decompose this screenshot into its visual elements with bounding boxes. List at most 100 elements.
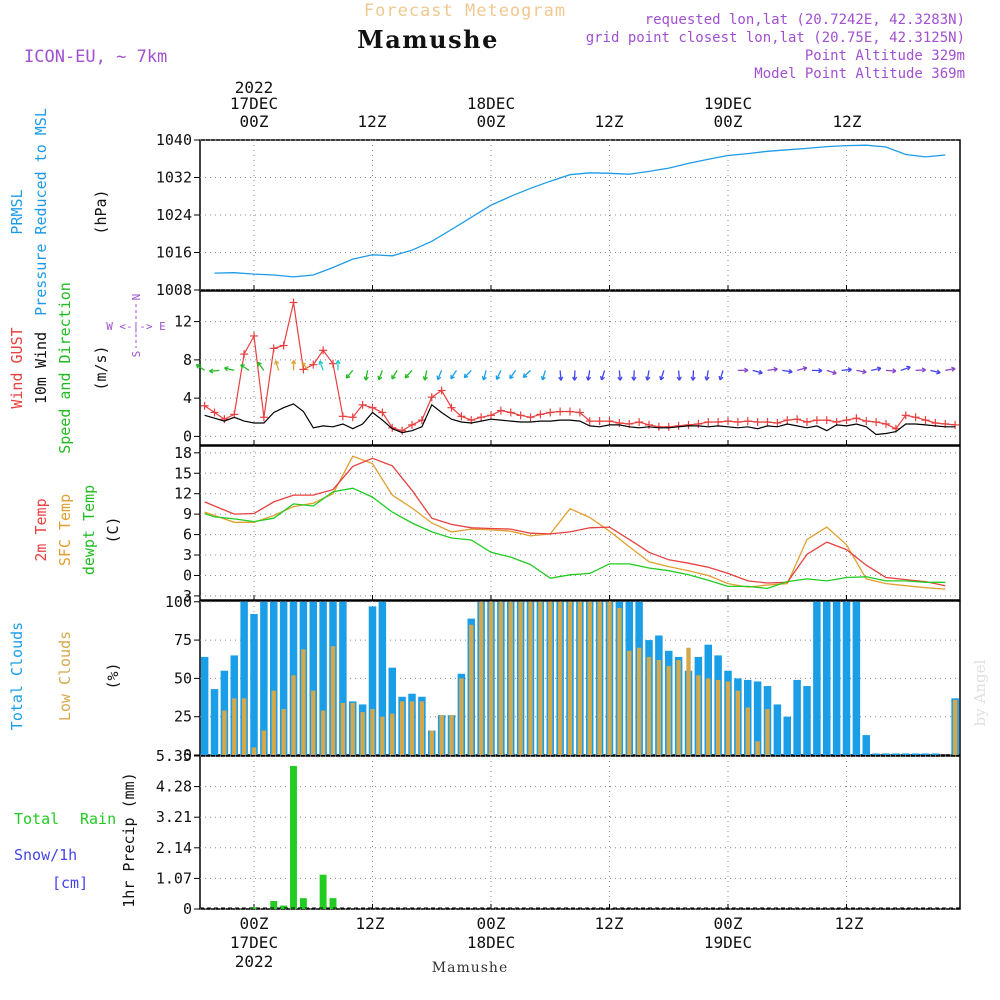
- wind-arrow-icon: [811, 367, 823, 374]
- wind-panel: 12 8 4 0: [174, 290, 961, 446]
- wind-arrow-icon: [318, 360, 324, 371]
- gust-point: [812, 416, 821, 425]
- wind-arrow-icon: [599, 370, 606, 381]
- bottom-hour-4: 12Z: [595, 914, 624, 933]
- wind-arrow-icon: [796, 366, 808, 372]
- gust-point: [289, 298, 298, 307]
- pressure-ytick-label: 1016: [156, 244, 192, 262]
- temp-frame: [199, 445, 961, 601]
- top-date-2: 18DEC: [467, 94, 515, 113]
- total-cloud-bar: [803, 686, 811, 755]
- rain-bar: [319, 874, 327, 909]
- gust-point: [743, 417, 752, 426]
- gust-label: Wind GUST: [8, 327, 26, 408]
- model-altitude: Model Point Altitude 369m: [754, 66, 965, 82]
- low-cloud-bar: [538, 601, 543, 755]
- wind-compass: N W <-|-> E S: [106, 294, 166, 358]
- bottom-hour-3: 00Z: [477, 914, 506, 933]
- gust-point: [546, 408, 555, 417]
- pressure-ytick-label: 1032: [156, 169, 192, 187]
- sfc-temp-line: [204, 455, 946, 590]
- wind-ytick-label: 4: [183, 389, 192, 407]
- bottom-date-3: 19DEC: [704, 933, 752, 952]
- prmsl-sub-label: Pressure Reduced to MSL: [32, 108, 50, 316]
- wind-frame: [199, 290, 961, 446]
- low-cloud-bar: [646, 656, 652, 755]
- plot-area: 10401032102410161008128401815129630-3100…: [156, 131, 961, 918]
- gust-point: [911, 413, 920, 422]
- gust-point: [575, 408, 584, 417]
- low-cloud-bar: [755, 741, 760, 755]
- low-cloud-bar: [587, 601, 592, 755]
- temp-ytick-label: 15: [174, 464, 192, 482]
- model-name: ICON-EU, ~ 7km: [24, 47, 167, 67]
- rain-bar: [280, 905, 288, 909]
- wind-arrow-icon: [404, 369, 413, 379]
- low-cloud-bar: [281, 709, 286, 755]
- bottom-date-1: 17DEC: [230, 933, 278, 952]
- gust-point: [388, 423, 397, 432]
- wind-arrow-icon: [572, 370, 578, 381]
- dewpt-label: dewpt Temp: [80, 485, 98, 575]
- wind-arrow-icon: [645, 370, 651, 381]
- total-cloud-bar: [378, 601, 387, 755]
- gust-point: [773, 419, 782, 427]
- gust-point: [210, 408, 219, 417]
- wind-arrow-icon: [291, 360, 297, 371]
- bottom-date-2: 18DEC: [467, 933, 515, 952]
- wind-arrow-icon: [481, 370, 487, 381]
- gust-point: [408, 420, 416, 429]
- wind-arrow-icon: [737, 367, 749, 373]
- place-title: Mamushe: [357, 25, 499, 54]
- low-cloud-bar: [617, 607, 622, 755]
- temp-ytick-label: -3: [174, 587, 192, 605]
- low-cloud-bar: [222, 710, 227, 755]
- wind-arrow-icon: [718, 370, 724, 381]
- low-cloud-bar: [380, 716, 385, 755]
- total-cloud-bar: [279, 601, 288, 755]
- gust-point: [437, 386, 446, 395]
- wind-arrow-icon: [631, 370, 637, 381]
- wind-dir-label: Speed and Direction: [56, 282, 74, 454]
- gust-point: [240, 350, 249, 359]
- temp-ytick-label: 0: [183, 566, 192, 584]
- low-cloud-bar: [488, 601, 494, 755]
- wind-arrow-icon: [436, 370, 443, 381]
- wind-arrow-icon: [195, 364, 205, 371]
- pressure-ytick-label: 1024: [156, 206, 192, 224]
- total-cloud-bar: [813, 601, 821, 755]
- wind-ytick-label: 8: [183, 351, 192, 369]
- low-cloud-bar: [735, 690, 741, 755]
- t2m-label: 2m Temp: [32, 498, 50, 561]
- gust-point: [783, 416, 792, 425]
- gust-point: [645, 420, 653, 429]
- precip-ytick-label: 4.28: [156, 778, 192, 796]
- gust-point: [299, 365, 308, 374]
- wind-arrow-icon: [422, 370, 428, 381]
- bottom-hour-1: 00Z: [240, 914, 269, 933]
- low-cloud-bar: [518, 601, 523, 755]
- gust-point: [348, 413, 357, 422]
- wind-arrow-icon: [450, 370, 457, 380]
- low-cloud-bar: [548, 601, 553, 755]
- bottom-hour-2: 12Z: [356, 914, 385, 933]
- gust-point: [457, 412, 466, 421]
- low-cloud-bar: [449, 715, 454, 755]
- gust-point: [872, 418, 881, 427]
- dewpt-line: [204, 487, 946, 590]
- total-cloud-bar: [892, 753, 900, 755]
- wind-arrow-icon: [782, 368, 793, 375]
- product-title: Forecast Meteogram: [364, 1, 566, 21]
- low-cloud-bar: [251, 747, 257, 755]
- rain-label: Rain: [80, 810, 116, 828]
- total-cloud-bar: [269, 601, 278, 755]
- gust-point: [654, 422, 663, 431]
- temp-panel: 18 15 12 9 6 3 0 -3: [174, 444, 961, 605]
- low-cloud-bar: [952, 699, 958, 755]
- sfc-label: SFC Temp: [56, 494, 74, 566]
- gust-point: [220, 415, 229, 424]
- wind-arrow-icon: [871, 366, 882, 372]
- clouds-panel: 100 75 50 25 0: [165, 593, 961, 764]
- t2m-line: [204, 457, 946, 587]
